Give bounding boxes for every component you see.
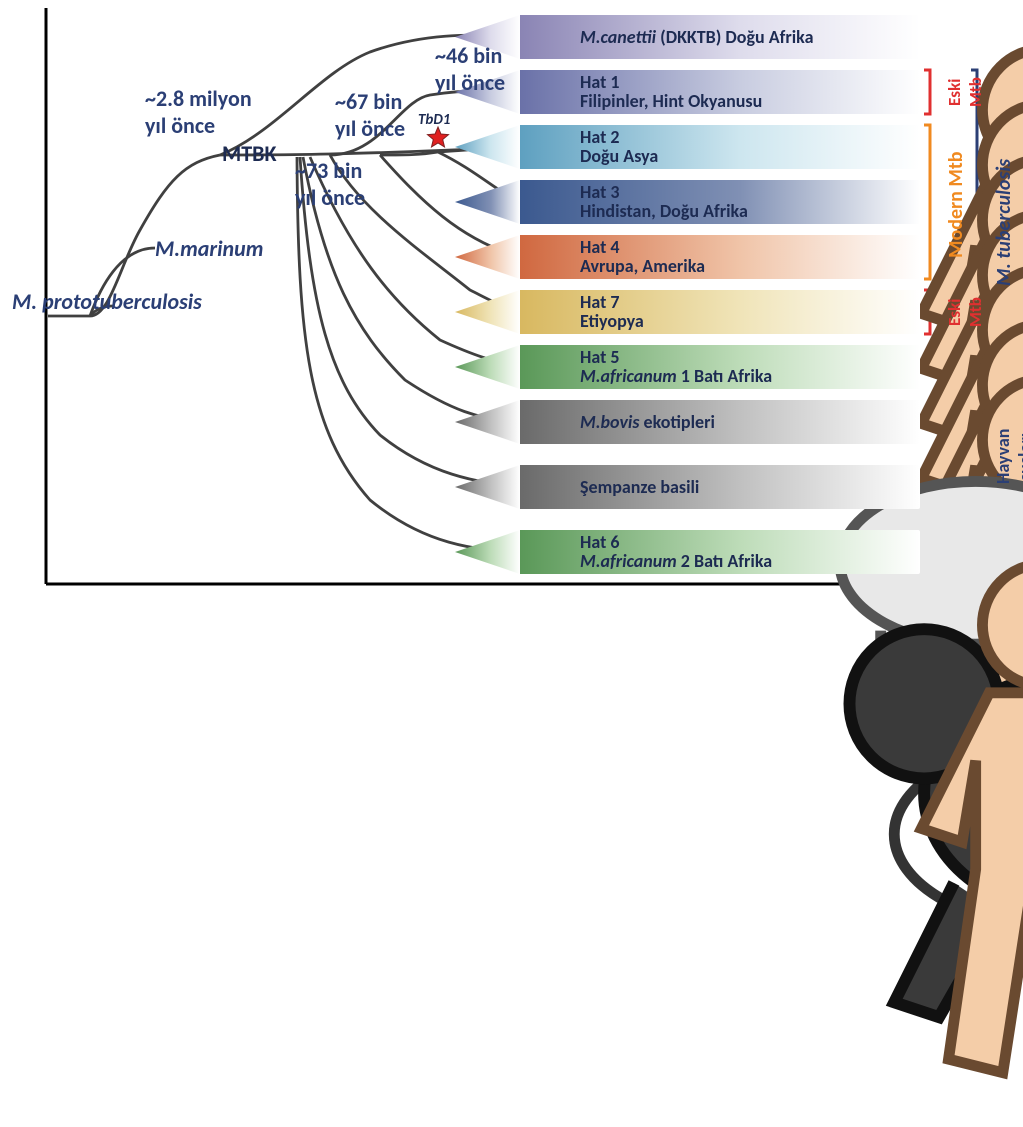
annot-2.8m: ~2.8 milyonyıl önce (145, 85, 252, 139)
taxon-bar: Şempanze basili (520, 465, 920, 509)
taxon-bar: Hat 6M.africanum 2 Batı Afrika (520, 530, 920, 574)
human-icon (532, 290, 574, 334)
bracket-label-eski1: EskiMtb (944, 70, 986, 114)
annot-46k: ~46 binyıl önce (435, 42, 505, 96)
human-icon (532, 235, 574, 279)
taxon-bar: M.canettii (DKKTB) Doğu Afrika (520, 15, 920, 59)
taxon-bar: Hat 2Doğu Asya (520, 125, 920, 169)
taxon-row-t2: Hat 2Doğu Asya (520, 125, 920, 169)
taxon-bar: Hat 5M.africanum 1 Batı Afrika (520, 345, 920, 389)
taxon-row-t6: Hat 5M.africanum 1 Batı Afrika (520, 345, 920, 389)
livestock-icon (532, 400, 574, 444)
taxon-row-t0: M.canettii (DKKTB) Doğu Afrika (520, 15, 920, 59)
human-icon (532, 180, 574, 224)
annot-67k: ~67 binyıl önce (335, 88, 405, 142)
human-icon (532, 70, 574, 114)
taxon-bar: Hat 3Hindistan, Doğu Afrika (520, 180, 920, 224)
human-icon (532, 125, 574, 169)
diagram-canvas: M.canettii (DKKTB) Doğu Afrika Hat 1Filip… (0, 0, 1023, 597)
taxon-row-t8: Şempanze basili (520, 465, 920, 509)
taxon-bar: Hat 1Filipinler, Hint Okyanusu (520, 70, 920, 114)
m-marinum-label: M.marinum (155, 235, 263, 262)
tbd1-label: TbD1 (418, 111, 450, 129)
human-icon (532, 530, 574, 574)
annot-73k: ~73 binyıl önce (295, 157, 365, 211)
tbd1-star (428, 127, 449, 147)
taxon-row-t1: Hat 1Filipinler, Hint Okyanusu (520, 70, 920, 114)
bracket-label-eski2: EskiMtb (944, 290, 986, 334)
taxon-row-t9: Hat 6M.africanum 2 Batı Afrika (520, 530, 920, 574)
bracket-label-hayvan: Hayvansuşları (992, 402, 1023, 511)
taxon-row-t4: Hat 4Avrupa, Amerika (520, 235, 920, 279)
human-icon (532, 15, 574, 59)
taxon-row-t5: Hat 7Etiyopya (520, 290, 920, 334)
bracket-label-modern: Modern Mtb (944, 128, 968, 282)
chimp-icon (532, 465, 574, 509)
taxon-row-t3: Hat 3Hindistan, Doğu Afrika (520, 180, 920, 224)
taxon-bar: Hat 7Etiyopya (520, 290, 920, 334)
taxon-bar: Hat 4Avrupa, Amerika (520, 235, 920, 279)
m-prototuberculosis-label: M. prototuberculosis (12, 288, 202, 315)
taxon-row-t7: M.bovis ekotipleri (520, 400, 920, 444)
taxon-bar: M.bovis ekotipleri (520, 400, 920, 444)
branch-triangles (455, 15, 520, 574)
human-icon (532, 345, 574, 389)
mtbk-label: MTBK (222, 140, 276, 167)
bracket-label-mtb: M. tuberculosis (992, 90, 1016, 354)
